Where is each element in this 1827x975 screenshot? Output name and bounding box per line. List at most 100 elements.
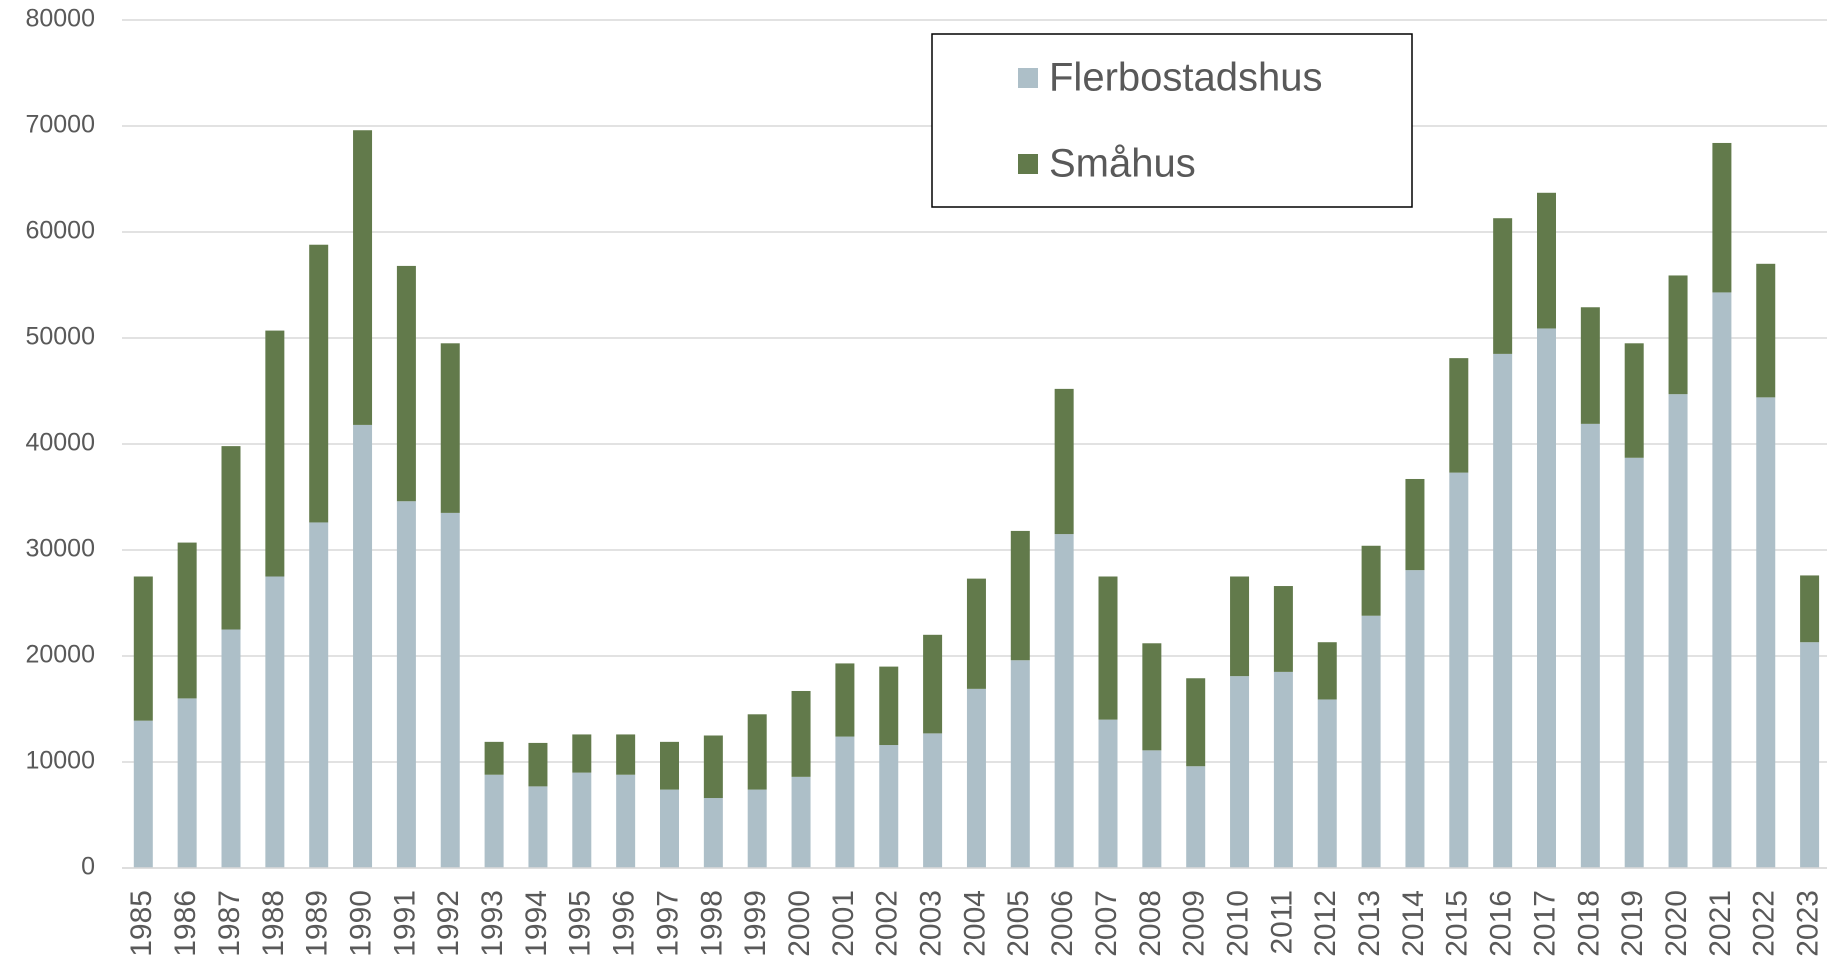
bar-segment <box>835 736 855 868</box>
bar-segment <box>133 720 153 868</box>
bar-segment <box>1624 343 1644 458</box>
bar-segment <box>1493 353 1513 868</box>
bar-segment <box>1273 671 1293 868</box>
bar-segment <box>923 634 943 734</box>
x-tick-label: 1999 <box>739 890 772 957</box>
bar-segment <box>1405 478 1425 571</box>
bar-segment <box>1010 660 1030 868</box>
x-tick-label: 2013 <box>1353 890 1386 957</box>
x-tick-label: 2001 <box>827 890 860 957</box>
bar-segment <box>440 512 460 868</box>
bar-segment <box>353 424 373 868</box>
bar-segment <box>484 741 504 775</box>
x-tick-label: 1986 <box>169 890 202 957</box>
bar-segment <box>1800 575 1820 643</box>
bar-segment <box>572 734 592 773</box>
bar-segment <box>1580 307 1600 424</box>
x-tick-label: 2005 <box>1002 890 1035 957</box>
bar-segment <box>660 741 679 790</box>
x-tick-label: 1998 <box>695 890 728 957</box>
bar-segment <box>1668 394 1688 868</box>
bar-segment <box>1098 719 1118 868</box>
x-tick-label: 2023 <box>1792 890 1825 957</box>
bar-segment <box>1142 750 1162 868</box>
bar-segment <box>1537 192 1556 329</box>
y-tick-label: 0 <box>81 853 95 881</box>
bar-segment <box>1580 423 1600 868</box>
bar-segment <box>1186 678 1206 767</box>
bar-segment <box>1712 142 1732 293</box>
bar-segment <box>747 789 767 868</box>
bar-segment <box>660 789 679 868</box>
bar-segment <box>353 130 373 425</box>
bar-segment <box>440 343 460 513</box>
y-tick-label: 70000 <box>25 111 95 139</box>
x-tick-label: 1987 <box>213 890 246 957</box>
x-tick-label: 2008 <box>1134 890 1167 957</box>
bar-segment <box>1756 397 1776 868</box>
bar-segment <box>703 735 723 799</box>
bar-segment <box>1800 642 1820 868</box>
bar-segment <box>747 714 767 790</box>
bar-segment <box>1317 642 1337 700</box>
bar-segment <box>1361 615 1381 868</box>
legend-swatch <box>1018 68 1038 88</box>
x-tick-label: 2009 <box>1178 890 1211 957</box>
bar-segment <box>1010 530 1030 661</box>
bar-segment <box>791 690 811 777</box>
bar-segment <box>484 774 504 868</box>
bar-segment <box>1317 699 1337 868</box>
bar-segment <box>1537 328 1556 869</box>
bar-segment <box>1405 570 1425 868</box>
x-tick-label: 2017 <box>1528 890 1561 957</box>
bar-segment <box>1273 586 1293 672</box>
bar-segment <box>1054 388 1074 535</box>
x-tick-label: 2015 <box>1441 890 1474 957</box>
bar-segment <box>1230 676 1250 868</box>
bar-segment <box>1449 472 1469 868</box>
x-tick-label: 1992 <box>432 890 465 957</box>
bar-segment <box>879 666 899 746</box>
x-tick-label: 2012 <box>1309 890 1342 957</box>
x-tick-label: 2019 <box>1616 890 1649 957</box>
bar-segment <box>1756 263 1776 398</box>
legend-box <box>931 33 1413 208</box>
y-tick-label: 60000 <box>25 217 95 245</box>
bar-segment <box>177 542 197 699</box>
bar-segment <box>309 244 329 523</box>
x-tick-label: 1988 <box>257 890 290 957</box>
bar-segment <box>133 576 153 721</box>
y-tick-label: 40000 <box>25 429 95 457</box>
bar-segment <box>265 330 285 577</box>
x-tick-label: 2002 <box>871 890 904 957</box>
bar-segment <box>616 774 636 868</box>
y-tick-label: 80000 <box>25 5 95 33</box>
bar-segment <box>1449 358 1469 473</box>
x-tick-label: 1996 <box>608 890 641 957</box>
x-tick-label: 1989 <box>301 890 334 957</box>
x-tick-label: 1994 <box>520 890 553 957</box>
x-tick-label: 2010 <box>1221 890 1254 957</box>
bar-segment <box>879 745 899 868</box>
bar-segment <box>966 688 986 868</box>
bar-segment <box>396 501 416 868</box>
bar-segment <box>1186 766 1206 868</box>
x-tick-label: 1990 <box>344 890 377 957</box>
bar-segment <box>835 663 855 737</box>
x-tick-label: 2003 <box>915 890 948 957</box>
bar-segment <box>923 733 943 868</box>
bar-segment <box>616 734 636 775</box>
bar-segment <box>1230 576 1250 677</box>
bar-segment <box>1624 457 1644 868</box>
x-tick-label: 2021 <box>1704 890 1737 957</box>
x-tick-label: 2007 <box>1090 890 1123 957</box>
x-tick-label: 2022 <box>1748 890 1781 957</box>
bar-segment <box>703 798 723 868</box>
legend-label: Småhus <box>1049 142 1196 186</box>
bar-segment <box>528 786 548 868</box>
bar-segment <box>1054 534 1074 868</box>
legend-swatch <box>1018 154 1038 174</box>
bar-segment <box>1493 218 1513 354</box>
x-tick-label: 2000 <box>783 890 816 957</box>
